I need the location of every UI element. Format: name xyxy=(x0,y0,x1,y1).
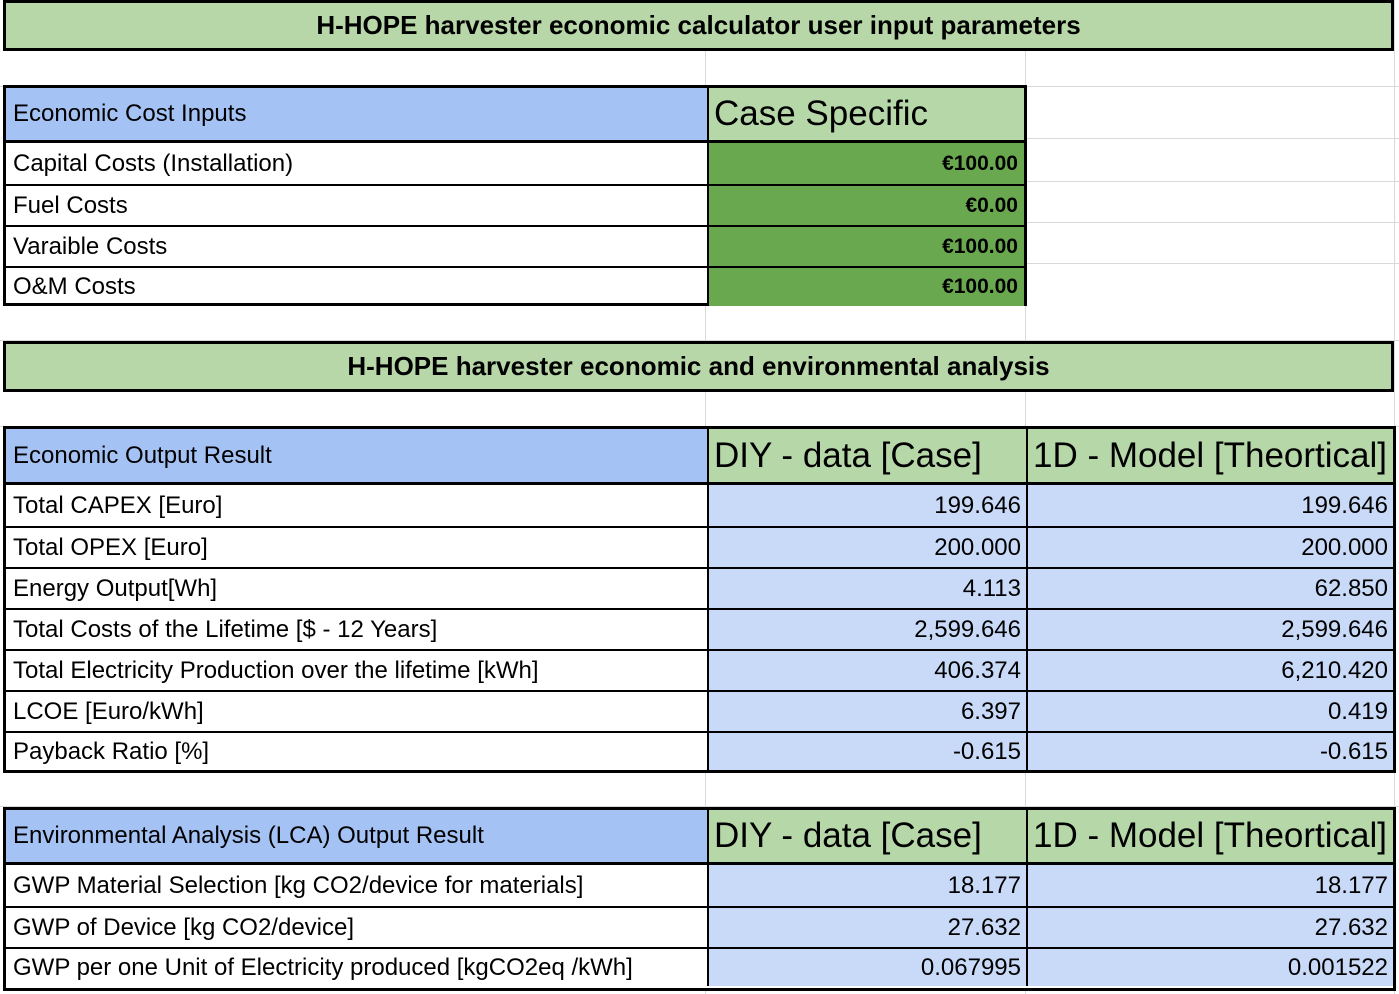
economic-header-model[interactable]: 1D - Model [Theortical] xyxy=(1026,429,1393,482)
economic-header-diy[interactable]: DIY - data [Case] xyxy=(707,429,1026,482)
environmental-diy-value[interactable]: 0.067995 xyxy=(707,949,1026,986)
environmental-row-gwp-per-kwh: GWP per one Unit of Electricity produced… xyxy=(6,947,1393,986)
economic-row-lcoe: LCOE [Euro/kWh] 6.397 0.419 xyxy=(6,690,1393,731)
economic-header-row: Economic Output Result DIY - data [Case]… xyxy=(6,429,1393,485)
economic-row-label[interactable]: Energy Output[Wh] xyxy=(13,574,218,602)
economic-diy-value[interactable]: 6.397 xyxy=(707,692,1026,731)
economic-model-value[interactable]: 62.850 xyxy=(1026,569,1393,608)
environmental-header-row: Environmental Analysis (LCA) Output Resu… xyxy=(6,810,1393,865)
environmental-model-value[interactable]: 18.177 xyxy=(1026,865,1393,906)
economic-row-energy-output: Energy Output[Wh] 4.113 62.850 xyxy=(6,567,1393,608)
input-row-label[interactable]: Capital Costs (Installation) xyxy=(13,149,294,177)
input-row-fuel-costs: Fuel Costs €0.00 xyxy=(6,184,1024,225)
input-value-cell[interactable]: €100.00 xyxy=(707,268,1024,306)
input-row-variable-costs: Varaible Costs €100.00 xyxy=(6,225,1024,266)
economic-diy-value[interactable]: 200.000 xyxy=(707,528,1026,567)
economic-row-total-capex: Total CAPEX [Euro] 199.646 199.646 xyxy=(6,485,1393,526)
economic-row-label[interactable]: Total Electricity Production over the li… xyxy=(13,656,539,684)
environmental-header-model[interactable]: 1D - Model [Theortical] xyxy=(1026,810,1393,862)
economic-model-value[interactable]: -0.615 xyxy=(1026,733,1393,770)
environmental-header-label[interactable]: Environmental Analysis (LCA) Output Resu… xyxy=(6,810,707,862)
environmental-model-value[interactable]: 0.001522 xyxy=(1026,949,1393,986)
economic-row-label[interactable]: Total OPEX [Euro] xyxy=(13,533,208,561)
input-table-header-row: Economic Cost Inputs Case Specific xyxy=(6,88,1024,143)
input-value-cell[interactable]: €100.00 xyxy=(707,143,1024,184)
input-header-case-specific[interactable]: Case Specific xyxy=(707,88,1024,140)
economic-row-payback-ratio: Payback Ratio [%] -0.615 -0.615 xyxy=(6,731,1393,770)
economic-model-value[interactable]: 200.000 xyxy=(1026,528,1393,567)
environmental-model-value[interactable]: 27.632 xyxy=(1026,908,1393,947)
environmental-diy-value[interactable]: 18.177 xyxy=(707,865,1026,906)
economic-diy-value[interactable]: 2,599.646 xyxy=(707,610,1026,649)
environmental-row-gwp-material: GWP Material Selection [kg CO2/device fo… xyxy=(6,865,1393,906)
input-value-cell[interactable]: €100.00 xyxy=(707,227,1024,266)
economic-row-lifetime-costs: Total Costs of the Lifetime [$ - 12 Year… xyxy=(6,608,1393,649)
environmental-output-table: Environmental Analysis (LCA) Output Resu… xyxy=(3,807,1396,991)
environmental-row-label[interactable]: GWP of Device [kg CO2/device] xyxy=(13,913,355,941)
input-value-cell[interactable]: €0.00 xyxy=(707,186,1024,225)
input-header-label[interactable]: Economic Cost Inputs xyxy=(6,88,707,140)
economic-model-value[interactable]: 0.419 xyxy=(1026,692,1393,731)
economic-row-label[interactable]: Payback Ratio [%] xyxy=(13,737,210,765)
economic-model-value[interactable]: 199.646 xyxy=(1026,485,1393,526)
economic-output-table: Economic Output Result DIY - data [Case]… xyxy=(3,426,1396,773)
input-row-om-costs: O&M Costs €100.00 xyxy=(6,266,1024,306)
environmental-diy-value[interactable]: 27.632 xyxy=(707,908,1026,947)
economic-row-label[interactable]: Total Costs of the Lifetime [$ - 12 Year… xyxy=(13,615,438,643)
economic-row-electricity-production: Total Electricity Production over the li… xyxy=(6,649,1393,690)
economic-diy-value[interactable]: 199.646 xyxy=(707,485,1026,526)
economic-diy-value[interactable]: -0.615 xyxy=(707,733,1026,770)
input-section-banner[interactable]: H-HOPE harvester economic calculator use… xyxy=(3,0,1394,51)
analysis-section-banner[interactable]: H-HOPE harvester economic and environmen… xyxy=(3,341,1394,392)
input-row-label[interactable]: O&M Costs xyxy=(13,273,136,300)
economic-model-value[interactable]: 2,599.646 xyxy=(1026,610,1393,649)
economic-diy-value[interactable]: 406.374 xyxy=(707,651,1026,690)
economic-row-label[interactable]: LCOE [Euro/kWh] xyxy=(13,697,204,725)
input-row-label[interactable]: Fuel Costs xyxy=(13,191,128,219)
economic-cost-inputs-table: Economic Cost Inputs Case Specific Capit… xyxy=(3,85,1027,306)
environmental-row-label[interactable]: GWP Material Selection [kg CO2/device fo… xyxy=(13,871,584,899)
environmental-header-diy[interactable]: DIY - data [Case] xyxy=(707,810,1026,862)
environmental-row-label[interactable]: GWP per one Unit of Electricity produced… xyxy=(13,953,633,981)
input-row-capital-costs: Capital Costs (Installation) €100.00 xyxy=(6,143,1024,184)
analysis-section-title: H-HOPE harvester economic and environmen… xyxy=(347,351,1050,381)
economic-model-value[interactable]: 6,210.420 xyxy=(1026,651,1393,690)
economic-diy-value[interactable]: 4.113 xyxy=(707,569,1026,608)
economic-row-label[interactable]: Total CAPEX [Euro] xyxy=(13,491,223,519)
input-row-label[interactable]: Varaible Costs xyxy=(13,232,168,260)
input-section-title: H-HOPE harvester economic calculator use… xyxy=(316,10,1081,40)
economic-row-total-opex: Total OPEX [Euro] 200.000 200.000 xyxy=(6,526,1393,567)
economic-header-label[interactable]: Economic Output Result xyxy=(6,429,707,482)
environmental-row-gwp-device: GWP of Device [kg CO2/device] 27.632 27.… xyxy=(6,906,1393,947)
